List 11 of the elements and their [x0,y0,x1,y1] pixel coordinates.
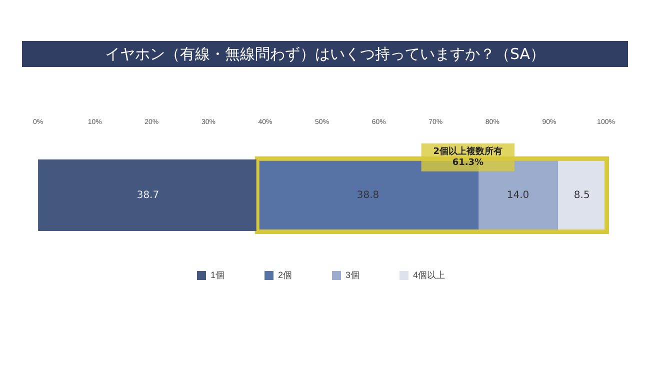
legend-label: 3個 [346,270,360,280]
data-label: 8.5 [574,190,590,201]
legend-label: 4個以上 [413,270,446,280]
bar [557,159,606,231]
legend-label: 1個 [210,270,225,280]
band-label: 2個以上複数所有 61.3% [433,146,503,168]
data-label: 38.7 [136,190,160,201]
chart-title: イヤホン（有線・無線問わず）はいくつ持っていますか？（SA） [22,41,628,67]
legend-label: 2個 [278,270,292,280]
data-label: 14.0 [506,190,530,201]
data-label: 38.8 [356,190,380,201]
